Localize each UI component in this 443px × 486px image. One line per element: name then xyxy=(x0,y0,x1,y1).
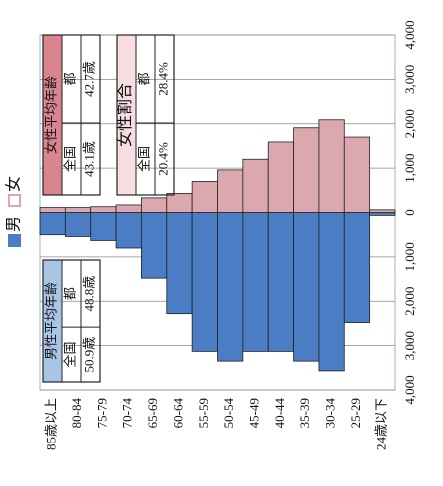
y-tick-label: 3,000 xyxy=(402,331,417,360)
x-tick-label: 65-69 xyxy=(145,398,160,428)
bar xyxy=(141,212,168,279)
table-title: 男性平均年齢 xyxy=(43,282,58,360)
bar xyxy=(318,119,345,213)
table-cell: 全国 xyxy=(62,146,77,172)
bar xyxy=(115,204,142,213)
bar xyxy=(90,212,117,241)
y-tick-label: 2,000 xyxy=(402,287,417,316)
bar xyxy=(369,209,396,213)
bar xyxy=(293,212,320,362)
bar xyxy=(166,193,193,213)
y-tick-label: 4,000 xyxy=(402,20,417,49)
bar xyxy=(343,212,371,323)
table-cell: 48.8歳 xyxy=(81,276,96,312)
legend-label: 女 xyxy=(4,176,23,192)
bar xyxy=(64,212,92,237)
bar xyxy=(141,197,168,213)
table-cell: 全国 xyxy=(62,342,77,368)
bar xyxy=(191,181,218,213)
bar xyxy=(64,207,92,213)
bar xyxy=(242,158,269,213)
bar xyxy=(318,212,345,372)
x-tick-label: 75-79 xyxy=(94,398,109,428)
bar xyxy=(267,141,294,213)
table-cell: 都 xyxy=(136,72,151,85)
y-tick-label: 0 xyxy=(402,209,417,216)
x-tick-label: 35-39 xyxy=(297,398,312,428)
bar xyxy=(267,212,294,352)
table-cell: 全国 xyxy=(136,146,151,172)
y-tick-label: 3,000 xyxy=(402,65,417,94)
x-tick-label: 80-84 xyxy=(69,398,84,429)
table-title: 女性平均年齢 xyxy=(43,76,58,154)
legend-swatch xyxy=(8,194,21,207)
table-cell: 43.1歳 xyxy=(81,141,96,177)
y-tick-label: 4,000 xyxy=(402,375,417,404)
table-border xyxy=(116,34,175,196)
bar xyxy=(166,212,193,315)
x-tick-label: 60-64 xyxy=(170,398,185,429)
bar xyxy=(217,169,244,213)
table-cell: 28.4% xyxy=(155,62,170,96)
table-border xyxy=(42,259,101,383)
table-cell: 50.9歳 xyxy=(81,337,96,373)
table-title: 女性割合 xyxy=(115,83,134,147)
x-tick-label: 50-54 xyxy=(221,398,236,429)
bar xyxy=(217,212,244,362)
x-tick-label: 55-59 xyxy=(196,398,211,428)
y-tick-label: 1,000 xyxy=(402,154,417,183)
table-cell: 42.7歳 xyxy=(81,61,96,97)
table-border xyxy=(42,34,101,196)
legend-swatch xyxy=(8,234,21,247)
table-cell: 都 xyxy=(62,287,77,300)
bar xyxy=(39,207,66,213)
x-tick-label: 25-29 xyxy=(348,398,363,428)
x-tick-label: 30-34 xyxy=(323,398,338,429)
x-tick-label: 24歳以下 xyxy=(373,398,388,450)
x-tick-label: 85歳以上 xyxy=(44,398,59,450)
bar xyxy=(90,206,117,213)
legend-label: 男 xyxy=(6,216,23,232)
table-cell: 20.4% xyxy=(155,142,170,176)
bar xyxy=(115,212,142,249)
y-tick-label: 2,000 xyxy=(402,109,417,138)
table-header-bg xyxy=(43,35,62,195)
x-tick-label: 70-74 xyxy=(120,398,135,429)
x-tick-label: 45-49 xyxy=(247,398,262,428)
table-header-bg xyxy=(117,35,136,195)
bar xyxy=(39,212,66,236)
bar xyxy=(293,127,320,213)
table-cell: 都 xyxy=(62,72,77,85)
y-tick-label: 1,000 xyxy=(402,242,417,271)
x-tick-label: 40-44 xyxy=(272,398,287,429)
bar xyxy=(242,212,269,352)
bar xyxy=(343,136,371,213)
bar xyxy=(191,212,218,352)
table-header-bg xyxy=(43,260,62,382)
bar xyxy=(369,212,396,216)
rotated-chart: 4,000 3,000 2,000 1,000 0 1,000 2,000 3,000 4,00… xyxy=(4,20,417,450)
